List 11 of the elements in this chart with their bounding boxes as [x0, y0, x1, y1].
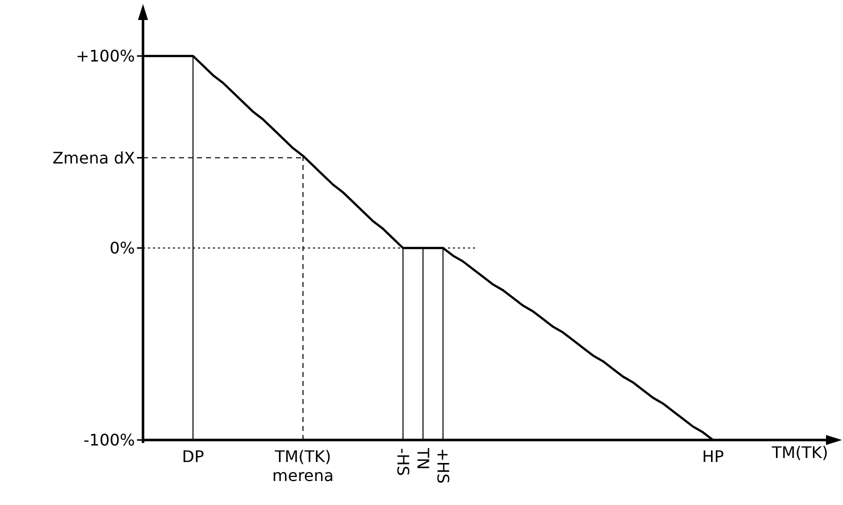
x-tick-label: TN [413, 447, 432, 470]
x-tick-label: +HS [433, 448, 452, 484]
y-tick-label: Zmena dX [52, 148, 136, 168]
x-tick-label: TM(TK) merena [272, 447, 334, 486]
x-tick-label: -HS [393, 448, 412, 476]
x-tick-label: DP [182, 447, 204, 466]
y-tick-label: -100% [83, 430, 135, 450]
x-axis-title: TM(TK) [770, 443, 828, 462]
x-tick-label: HP [702, 447, 724, 466]
y-tick-label: 0% [110, 238, 135, 258]
y-tick-label: +100% [76, 46, 135, 66]
